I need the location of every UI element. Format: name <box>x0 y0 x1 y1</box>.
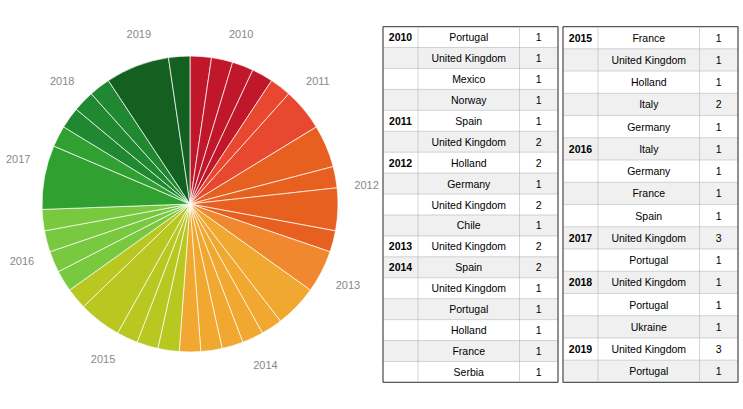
svg-text:United Kingdom: United Kingdom <box>611 232 686 244</box>
svg-text:Portugal: Portugal <box>449 303 488 315</box>
svg-text:1: 1 <box>536 303 542 315</box>
svg-text:1: 1 <box>716 276 722 288</box>
svg-text:1: 1 <box>536 115 542 127</box>
svg-text:United Kingdom: United Kingdom <box>431 52 506 64</box>
svg-text:1: 1 <box>536 178 542 190</box>
svg-text:Portugal: Portugal <box>629 299 668 311</box>
svg-text:1: 1 <box>536 219 542 231</box>
svg-text:Italy: Italy <box>639 143 659 155</box>
svg-text:Spain: Spain <box>455 261 482 273</box>
svg-text:2019: 2019 <box>569 343 593 355</box>
svg-text:2017: 2017 <box>569 232 593 244</box>
svg-text:1: 1 <box>536 31 542 43</box>
svg-text:2014: 2014 <box>389 261 413 273</box>
svg-text:Mexico: Mexico <box>452 73 485 85</box>
svg-text:1: 1 <box>536 345 542 357</box>
svg-text:Spain: Spain <box>635 210 662 222</box>
svg-text:Serbia: Serbia <box>454 366 485 378</box>
svg-text:3: 3 <box>716 343 722 355</box>
svg-text:2012: 2012 <box>354 179 378 191</box>
svg-text:1: 1 <box>716 365 722 377</box>
svg-text:1: 1 <box>536 73 542 85</box>
svg-text:2010: 2010 <box>389 31 413 43</box>
svg-text:2011: 2011 <box>389 115 412 127</box>
svg-text:1: 1 <box>716 299 722 311</box>
svg-text:Germany: Germany <box>447 178 491 190</box>
svg-text:1: 1 <box>716 210 722 222</box>
svg-text:United Kingdom: United Kingdom <box>431 282 506 294</box>
svg-text:2013: 2013 <box>389 240 413 252</box>
svg-text:Germany: Germany <box>627 121 671 133</box>
svg-text:2: 2 <box>536 261 542 273</box>
svg-text:2: 2 <box>536 199 542 211</box>
svg-text:Holland: Holland <box>451 157 487 169</box>
svg-text:2010: 2010 <box>229 28 253 40</box>
svg-text:1: 1 <box>716 76 722 88</box>
svg-text:2: 2 <box>716 98 722 110</box>
svg-text:1: 1 <box>716 321 722 333</box>
svg-text:Portugal: Portugal <box>629 365 668 377</box>
svg-text:Holland: Holland <box>631 76 667 88</box>
svg-text:1: 1 <box>716 254 722 266</box>
svg-text:2: 2 <box>536 157 542 169</box>
svg-text:2012: 2012 <box>389 157 413 169</box>
svg-text:2014: 2014 <box>253 359 277 371</box>
svg-text:United Kingdom: United Kingdom <box>431 199 506 211</box>
svg-text:Italy: Italy <box>639 98 659 110</box>
svg-text:2017: 2017 <box>6 153 30 165</box>
svg-text:Portugal: Portugal <box>449 31 488 43</box>
svg-text:2018: 2018 <box>50 75 74 87</box>
svg-text:1: 1 <box>716 165 722 177</box>
svg-text:1: 1 <box>716 187 722 199</box>
svg-text:2015: 2015 <box>569 32 593 44</box>
svg-text:United Kingdom: United Kingdom <box>611 276 686 288</box>
svg-text:2013: 2013 <box>336 279 360 291</box>
svg-text:2015: 2015 <box>91 353 115 365</box>
svg-text:2: 2 <box>536 136 542 148</box>
svg-text:2019: 2019 <box>127 28 151 40</box>
svg-text:1: 1 <box>716 54 722 66</box>
svg-text:1: 1 <box>536 324 542 336</box>
svg-text:United Kingdom: United Kingdom <box>431 240 506 252</box>
svg-text:1: 1 <box>716 32 722 44</box>
svg-text:1: 1 <box>536 52 542 64</box>
svg-text:2018: 2018 <box>569 276 593 288</box>
svg-text:2016: 2016 <box>569 143 593 155</box>
svg-text:France: France <box>632 32 665 44</box>
svg-text:Norway: Norway <box>451 94 487 106</box>
svg-text:3: 3 <box>716 232 722 244</box>
svg-text:France: France <box>452 345 485 357</box>
svg-text:2: 2 <box>536 240 542 252</box>
svg-text:Chile: Chile <box>457 219 481 231</box>
svg-text:United Kingdom: United Kingdom <box>611 54 686 66</box>
svg-text:1: 1 <box>536 282 542 294</box>
svg-text:Germany: Germany <box>627 165 671 177</box>
svg-text:Holland: Holland <box>451 324 487 336</box>
svg-text:Ukraine: Ukraine <box>631 321 667 333</box>
svg-text:Portugal: Portugal <box>629 254 668 266</box>
svg-text:1: 1 <box>716 143 722 155</box>
svg-text:United Kingdom: United Kingdom <box>611 343 686 355</box>
svg-text:2016: 2016 <box>10 255 34 267</box>
svg-text:Spain: Spain <box>455 115 482 127</box>
svg-text:2011: 2011 <box>306 75 330 87</box>
svg-text:1: 1 <box>536 94 542 106</box>
svg-text:United Kingdom: United Kingdom <box>431 136 506 148</box>
svg-text:1: 1 <box>536 366 542 378</box>
svg-text:France: France <box>632 187 665 199</box>
svg-text:1: 1 <box>716 121 722 133</box>
